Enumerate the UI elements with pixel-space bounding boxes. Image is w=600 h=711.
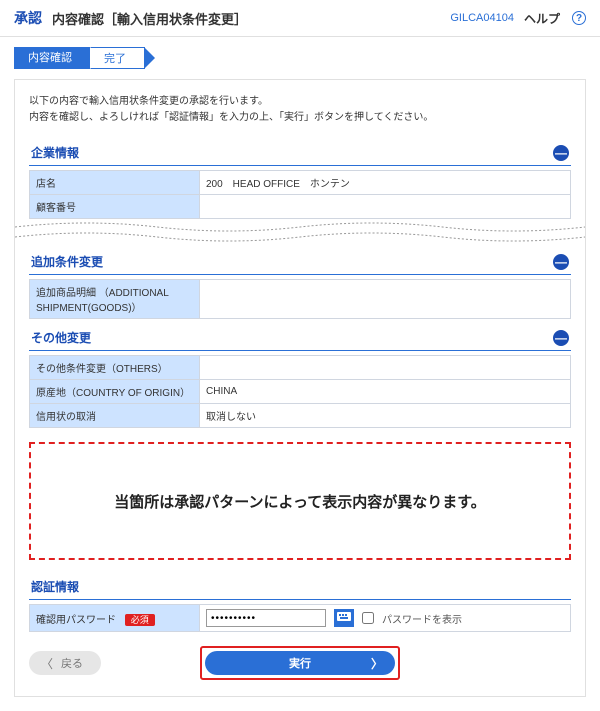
show-password-checkbox[interactable] <box>362 612 374 624</box>
password-label: 確認用パスワード <box>36 615 116 626</box>
chevron-left-icon: 〈 <box>41 655 53 672</box>
step-indicator: 内容確認 完了 <box>0 37 600 69</box>
instructions: 以下の内容で輸入信用状条件変更の承認を行います。 内容を確認し、よろしければ「認… <box>29 94 571 126</box>
table-row: 信用状の取消 取消しない <box>30 404 571 428</box>
approval-pattern-notice-box: 当箇所は承認パターンによって表示内容が異なります。 <box>29 442 571 560</box>
collapse-button-additional[interactable]: — <box>553 254 569 270</box>
help-label[interactable]: ヘルプ <box>524 10 560 27</box>
other-table: その他条件変更（OTHERS） 原産地（COUNTRY OF ORIGIN） C… <box>29 355 571 428</box>
header-title: 内容確認［輸入信用状条件変更］ <box>52 9 247 28</box>
table-row: 原産地（COUNTRY OF ORIGIN） CHINA <box>30 380 571 404</box>
section-title-other: その他変更 <box>31 329 553 346</box>
back-button[interactable]: 〈 戻る <box>29 651 101 675</box>
additional-table: 追加商品明細 （ADDITIONAL SHIPMENT(GOODS)） <box>29 279 571 319</box>
execute-highlight-frame: 実行 〉 <box>200 646 400 680</box>
section-head-additional: 追加条件変更 — <box>29 249 571 275</box>
software-keyboard-icon[interactable] <box>334 609 354 627</box>
section-title-additional: 追加条件変更 <box>31 253 553 270</box>
chevron-right-icon: 〉 <box>371 655 383 672</box>
customer-number-value <box>200 195 571 219</box>
auth-table: 確認用パスワード 必須 パスワードを表示 <box>29 604 571 632</box>
section-title-company: 企業情報 <box>31 144 553 161</box>
step-complete: 完了 <box>90 47 145 69</box>
action-bar: 〈 戻る 実行 〉 <box>29 646 571 680</box>
table-row: 確認用パスワード 必須 パスワードを表示 <box>30 605 571 632</box>
others-value <box>200 356 571 380</box>
password-value-cell: パスワードを表示 <box>200 605 571 632</box>
page-header: 承認 内容確認［輸入信用状条件変更］ GILCA04104 ヘルプ ? <box>0 0 600 37</box>
show-password-label: パスワードを表示 <box>382 611 462 626</box>
branch-value: 200 HEAD OFFICE ホンテン <box>200 171 571 195</box>
collapse-button-other[interactable]: — <box>553 330 569 346</box>
header-right: GILCA04104 ヘルプ ? <box>450 10 586 27</box>
others-label: その他条件変更（OTHERS） <box>30 356 200 380</box>
lc-cancel-value: 取消しない <box>200 404 571 428</box>
execute-button[interactable]: 実行 〉 <box>205 651 395 675</box>
screen-code: GILCA04104 <box>450 12 514 24</box>
instruction-line-2: 内容を確認し、よろしければ「認証情報」を入力の上、「実行」ボタンを押してください… <box>29 110 571 126</box>
section-head-auth: 認証情報 <box>29 574 571 600</box>
step-confirm: 内容確認 <box>14 47 90 69</box>
password-input[interactable] <box>206 609 326 627</box>
header-title-strong: 承認 <box>14 8 42 28</box>
execute-button-label: 実行 <box>289 655 311 671</box>
content-omission-divider <box>15 221 585 243</box>
branch-label: 店名 <box>30 171 200 195</box>
customer-number-label: 顧客番号 <box>30 195 200 219</box>
required-badge: 必須 <box>125 614 155 626</box>
table-row: 顧客番号 <box>30 195 571 219</box>
section-head-company: 企業情報 — <box>29 140 571 166</box>
approval-pattern-notice: 当箇所は承認パターンによって表示内容が異なります。 <box>114 491 486 512</box>
origin-value: CHINA <box>200 380 571 404</box>
additional-goods-value <box>200 280 571 319</box>
section-head-other: その他変更 — <box>29 325 571 351</box>
origin-label: 原産地（COUNTRY OF ORIGIN） <box>30 380 200 404</box>
table-row: その他条件変更（OTHERS） <box>30 356 571 380</box>
page-root: 承認 内容確認［輸入信用状条件変更］ GILCA04104 ヘルプ ? 内容確認… <box>0 0 600 697</box>
instruction-line-1: 以下の内容で輸入信用状条件変更の承認を行います。 <box>29 94 571 110</box>
collapse-button-company[interactable]: — <box>553 145 569 161</box>
content-panel: 以下の内容で輸入信用状条件変更の承認を行います。 内容を確認し、よろしければ「認… <box>14 79 586 697</box>
password-label-cell: 確認用パスワード 必須 <box>30 605 200 632</box>
company-table: 店名 200 HEAD OFFICE ホンテン 顧客番号 <box>29 170 571 219</box>
additional-goods-label: 追加商品明細 （ADDITIONAL SHIPMENT(GOODS)） <box>30 280 200 319</box>
table-row: 追加商品明細 （ADDITIONAL SHIPMENT(GOODS)） <box>30 280 571 319</box>
lc-cancel-label: 信用状の取消 <box>30 404 200 428</box>
help-icon[interactable]: ? <box>572 11 586 25</box>
section-title-auth: 認証情報 <box>31 578 569 595</box>
back-button-label: 戻る <box>61 655 83 671</box>
table-row: 店名 200 HEAD OFFICE ホンテン <box>30 171 571 195</box>
